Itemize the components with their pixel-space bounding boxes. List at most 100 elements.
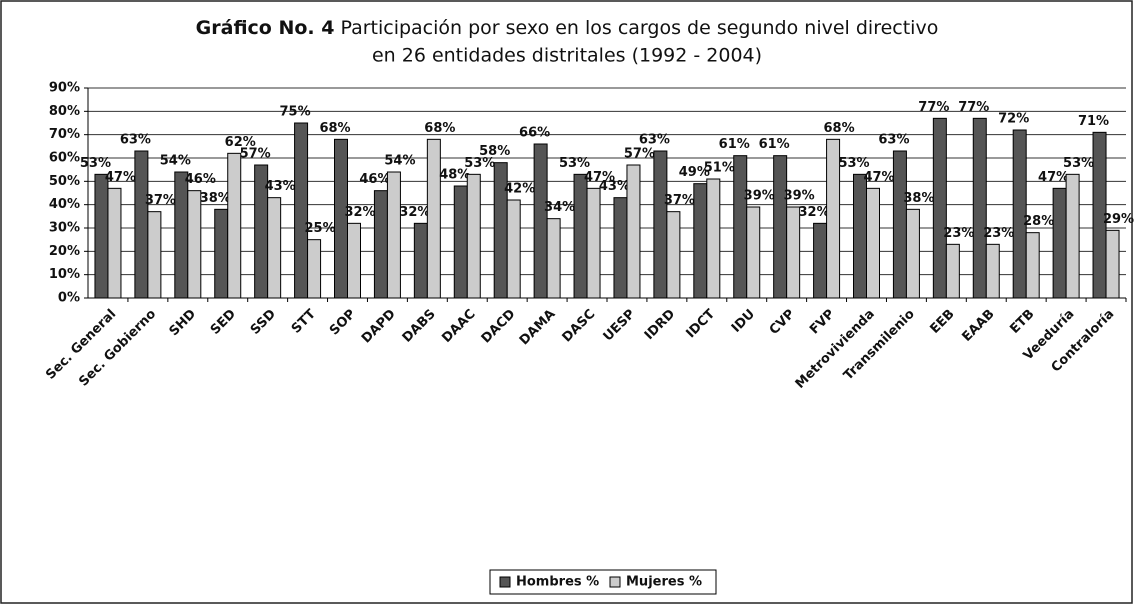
data-label: 47%: [105, 170, 136, 185]
bar: [653, 150, 668, 299]
bar: [892, 150, 907, 299]
bar: [134, 150, 149, 299]
bar: [693, 183, 708, 299]
data-label: 43%: [599, 179, 630, 194]
data-label: 54%: [384, 154, 415, 169]
bar: [972, 117, 987, 299]
data-label: 47%: [584, 170, 615, 185]
data-label: 37%: [145, 193, 176, 208]
data-label: 32%: [399, 205, 430, 220]
title-label: Gráfico No. 4: [196, 17, 335, 39]
data-label: 53%: [1063, 156, 1094, 171]
bar: [506, 199, 521, 299]
data-label: 68%: [319, 121, 350, 136]
data-label: 53%: [559, 156, 590, 171]
bar: [147, 211, 162, 299]
data-label: 77%: [918, 100, 949, 115]
data-label: 48%: [439, 168, 470, 183]
y-tick-label: 0%: [58, 291, 80, 306]
y-tick-label: 80%: [49, 104, 80, 119]
data-label: 51%: [704, 161, 735, 176]
bar: [214, 208, 229, 299]
data-label: 32%: [799, 205, 830, 220]
bar: [187, 190, 202, 299]
data-label: 53%: [838, 156, 869, 171]
y-tick-label: 90%: [49, 81, 80, 96]
bar: [733, 155, 748, 299]
y-tick-label: 40%: [49, 197, 80, 212]
y-tick-label: 50%: [49, 174, 80, 189]
data-label: 38%: [200, 191, 231, 206]
bar: [1105, 229, 1120, 299]
bar: [866, 187, 880, 299]
bar: [746, 206, 761, 299]
bar: [573, 173, 588, 299]
data-label: 53%: [80, 156, 111, 171]
legend-label: Hombres %: [516, 575, 599, 590]
bar: [1065, 173, 1080, 299]
data-label: 25%: [305, 221, 336, 236]
y-tick-label: 20%: [49, 244, 80, 259]
data-label: 37%: [664, 193, 695, 208]
bar: [347, 222, 361, 299]
bar: [626, 164, 641, 299]
data-label: 63%: [120, 133, 151, 148]
bar: [426, 138, 441, 299]
bar: [533, 143, 548, 299]
data-label: 57%: [624, 147, 655, 162]
data-label: 68%: [824, 121, 855, 136]
bar: [666, 211, 681, 299]
title-line: en 26 entidades distritales (1992 - 2004…: [372, 45, 762, 67]
data-label: 61%: [719, 137, 750, 152]
data-label: 46%: [359, 172, 390, 187]
data-label: 23%: [943, 226, 974, 241]
data-label: 47%: [863, 170, 894, 185]
y-tick-label: 10%: [49, 267, 80, 282]
data-label: 49%: [679, 165, 710, 180]
bar: [174, 171, 189, 299]
data-label: 58%: [479, 144, 510, 159]
bar: [945, 243, 960, 299]
bar: [307, 239, 322, 299]
bar: [546, 218, 561, 299]
data-label: 77%: [958, 100, 989, 115]
data-label: 75%: [280, 105, 311, 120]
bar: [453, 185, 468, 299]
data-label: 68%: [424, 121, 455, 136]
y-tick-label: 70%: [49, 127, 80, 142]
data-label: 39%: [744, 189, 775, 204]
data-label: 32%: [344, 205, 375, 220]
data-label: 57%: [240, 147, 271, 162]
bar: [773, 155, 788, 299]
data-label: 53%: [464, 156, 495, 171]
data-label: 72%: [998, 112, 1029, 127]
data-label: 61%: [759, 137, 790, 152]
legend-swatch: [609, 576, 621, 588]
data-label: 43%: [265, 179, 296, 194]
bar: [386, 171, 401, 299]
data-label: 23%: [983, 226, 1014, 241]
data-label: 62%: [225, 135, 256, 150]
bar: [466, 173, 481, 299]
bar: [586, 187, 601, 299]
bar: [413, 222, 428, 299]
data-label: 42%: [504, 182, 535, 197]
chart-title: Gráfico No. 4 Participación por sexo en l…: [196, 17, 939, 39]
legend-swatch: [499, 576, 511, 588]
bar: [107, 187, 122, 299]
bar: [786, 206, 801, 299]
bar: [706, 178, 721, 299]
data-label: 54%: [160, 154, 191, 169]
bar: [1025, 232, 1040, 299]
y-tick-label: 60%: [49, 151, 80, 166]
bar: [813, 222, 828, 299]
bar: [373, 190, 388, 299]
bar: [267, 197, 282, 299]
bar: [94, 173, 109, 299]
bar: [294, 122, 309, 299]
title-line: Participación por sexo en los cargos de …: [340, 17, 938, 39]
data-label: 63%: [878, 133, 909, 148]
y-tick-label: 30%: [49, 221, 80, 236]
